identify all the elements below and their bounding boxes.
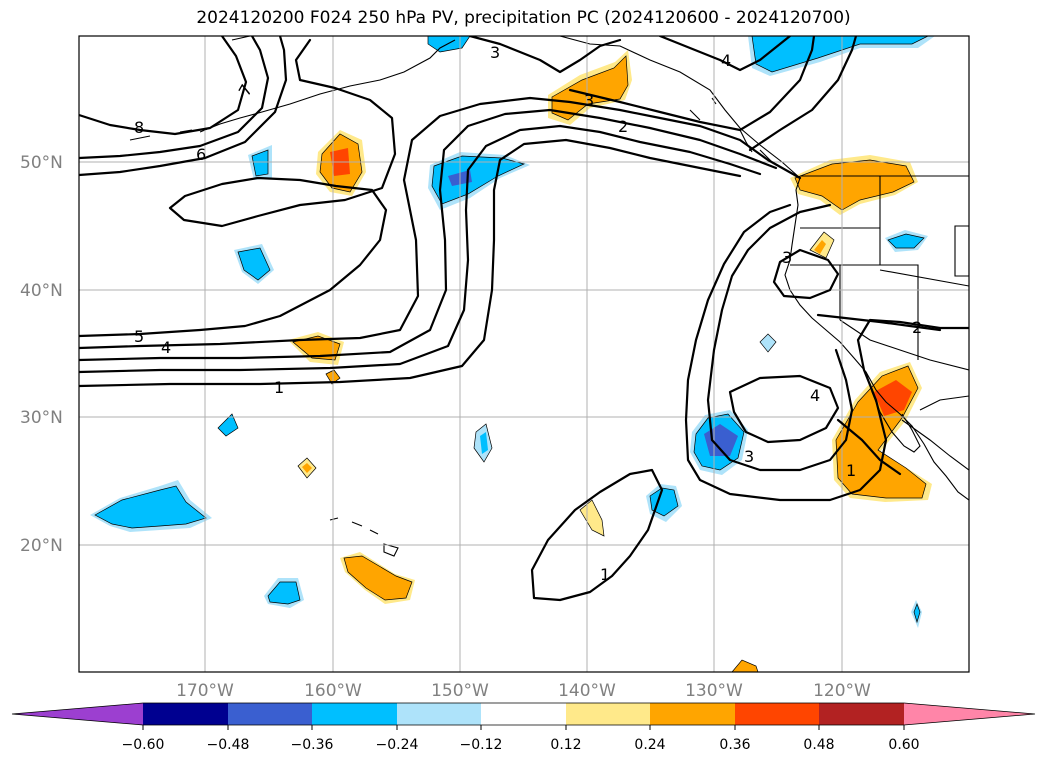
colorbar: −0.60 −0.48 −0.36 −0.24 −0.12 0.12 0.24 … [11, 702, 1036, 753]
colorbar-tick-label: 0.60 [888, 737, 919, 753]
contour-label-3-coast: 3 [782, 248, 792, 267]
colorbar-bin-048-060 [819, 703, 904, 725]
colorbar-tick-label: −0.60 [122, 737, 165, 753]
contour-label-8: 8 [134, 118, 144, 137]
colorbar-bin-neg060-neg048 [143, 703, 228, 725]
contour-label-3-gulf: 3 [584, 91, 594, 110]
colorbar-tick-label: 0.36 [719, 737, 750, 753]
colorbar-tick-label: 0.12 [550, 737, 581, 753]
colorbar-tick-label: 0.48 [803, 737, 834, 753]
lon-label-130w: 130°W [685, 681, 743, 701]
colorbar-bin-neg024-neg012 [397, 703, 481, 725]
lat-label-20n: 20°N [20, 536, 63, 556]
map-area [79, 36, 969, 672]
contour-label-6: 6 [196, 145, 206, 164]
colorbar-bin-012-024 [566, 703, 650, 725]
latitude-labels: 50°N 40°N 30°N 20°N [20, 153, 63, 556]
lat-label-50n: 50°N [20, 153, 63, 173]
colorbar-tick-label: 0.24 [634, 737, 665, 753]
contour-label-5: 5 [134, 327, 144, 346]
lon-label-120w: 120°W [813, 681, 871, 701]
colorbar-bin-024-036 [650, 703, 735, 725]
lat-label-30n: 30°N [20, 408, 63, 428]
contour-label-1-east: 1 [846, 461, 856, 480]
contour-label-1: 1 [274, 378, 284, 397]
contour-label-1-south: 1 [600, 565, 610, 584]
colorbar-bin-neg048-neg036 [228, 703, 312, 725]
colorbar-bin-036-048 [735, 703, 819, 725]
contour-label-3-top: 3 [490, 43, 500, 62]
colorbar-bin-neutral [481, 703, 566, 725]
contour-label-2-top: 2 [618, 117, 628, 136]
colorbar-extend-below [12, 703, 143, 725]
colorbar-tick-label: −0.12 [460, 737, 503, 753]
lon-label-160w: 160°W [304, 681, 362, 701]
longitude-labels: 170°W 160°W 150°W 140°W 130°W 120°W [176, 681, 871, 701]
colorbar-bin-neg036-neg024 [312, 703, 397, 725]
colorbar-ticks [142, 725, 905, 730]
colorbar-tick-label: −0.48 [207, 737, 250, 753]
lon-label-150w: 150°W [431, 681, 489, 701]
map-title: 2024120200 F024 250 hPa PV, precipitatio… [196, 8, 851, 28]
precip-shading [90, 36, 935, 672]
contour-label-2-east: 2 [912, 318, 922, 337]
lon-label-170w: 170°W [176, 681, 234, 701]
colorbar-tick-label: −0.36 [291, 737, 334, 753]
contour-label-3-loop: 3 [744, 447, 754, 466]
lat-label-40n: 40°N [20, 281, 63, 301]
lon-label-140w: 140°W [558, 681, 616, 701]
contour-label-4: 4 [161, 338, 171, 357]
colorbar-extend-above [904, 703, 1035, 725]
map-frame [78, 35, 970, 673]
pv-contours [79, 36, 969, 602]
colorbar-tick-label: −0.24 [376, 737, 419, 753]
contour-label-4-top: 4 [721, 51, 731, 70]
contour-label-4-loop: 4 [810, 386, 820, 405]
